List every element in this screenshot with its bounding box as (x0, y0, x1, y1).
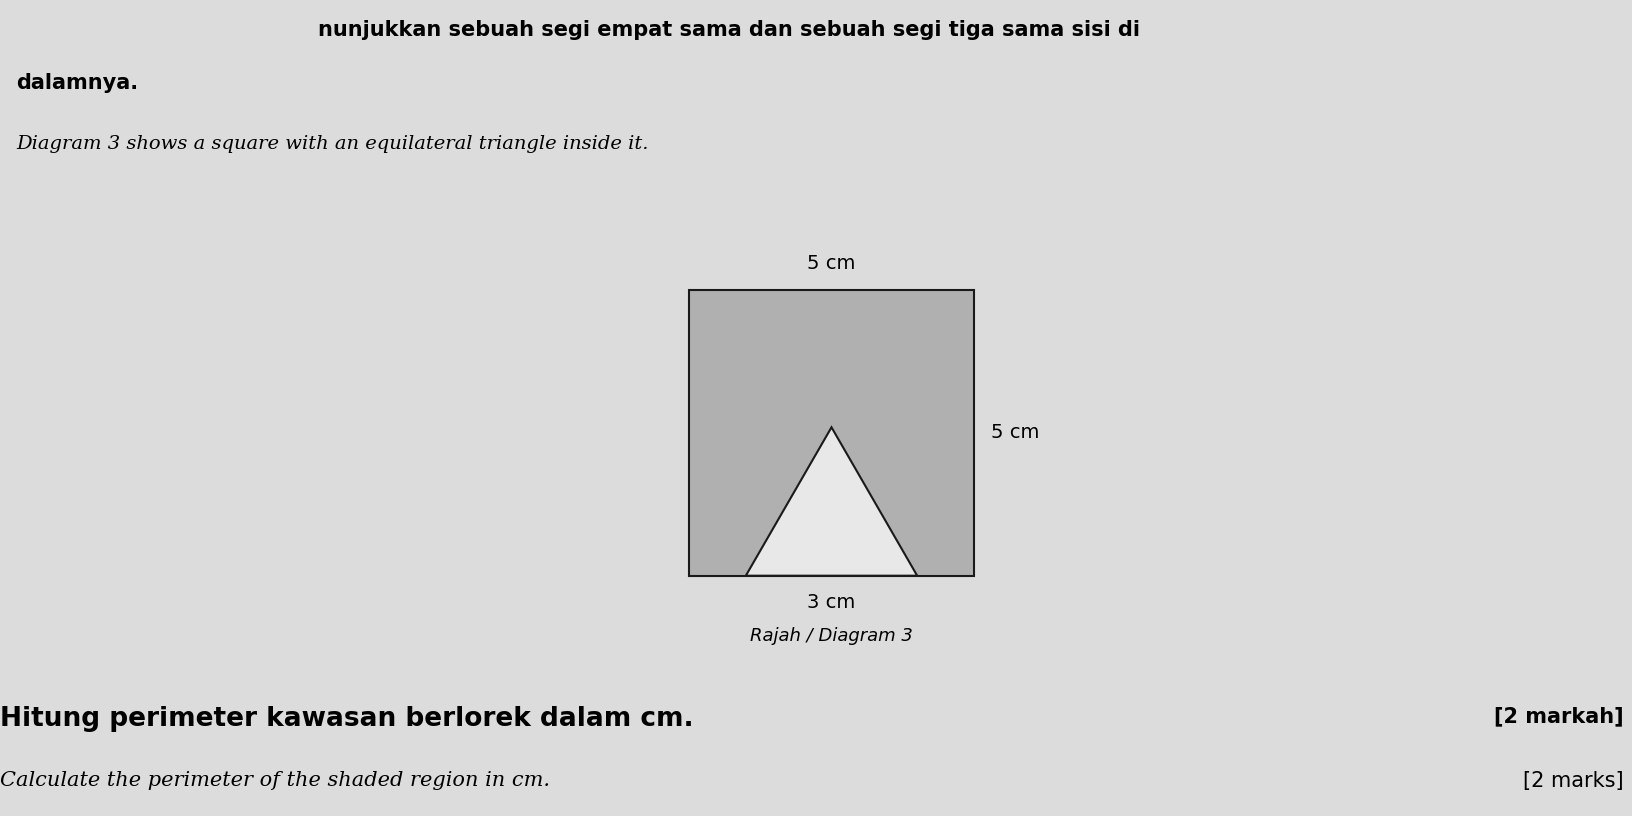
Text: Diagram 3 shows a square with an equilateral triangle inside it.: Diagram 3 shows a square with an equilat… (16, 135, 650, 153)
Text: [2 markah]: [2 markah] (1495, 706, 1624, 726)
Text: 5 cm: 5 cm (808, 254, 855, 273)
Text: Hitung perimeter kawasan berlorek dalam cm.: Hitung perimeter kawasan berlorek dalam … (0, 706, 694, 732)
Text: [2 marks]: [2 marks] (1523, 771, 1624, 792)
Text: Rajah / Diagram 3: Rajah / Diagram 3 (751, 628, 912, 645)
Polygon shape (689, 290, 974, 576)
Text: Calculate the perimeter of the shaded region in cm.: Calculate the perimeter of the shaded re… (0, 771, 550, 790)
Text: 3 cm: 3 cm (808, 592, 855, 612)
Text: 5 cm: 5 cm (992, 424, 1040, 442)
Text: nunjukkan sebuah segi empat sama dan sebuah segi tiga sama sisi di: nunjukkan sebuah segi empat sama dan seb… (318, 20, 1141, 41)
Polygon shape (746, 428, 917, 576)
Text: dalamnya.: dalamnya. (16, 73, 139, 94)
